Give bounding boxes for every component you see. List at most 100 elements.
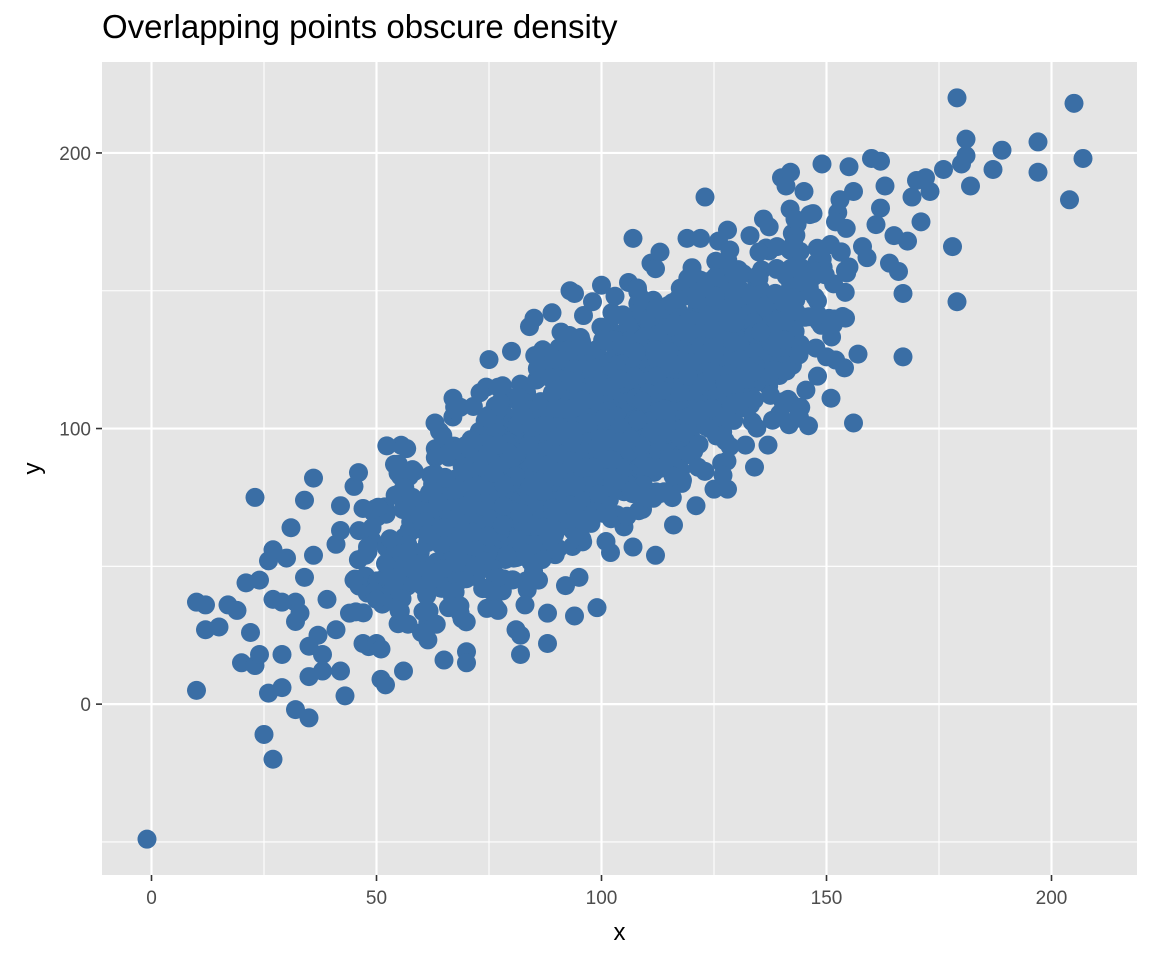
scatter-point [871, 151, 890, 171]
scatter-point [717, 451, 737, 471]
scatter-point [313, 661, 332, 681]
scatter-point [808, 305, 828, 325]
scatter-point [817, 347, 836, 367]
scatter-point [362, 518, 382, 538]
scatter-point [371, 639, 391, 659]
scatter-point [467, 476, 487, 496]
scatter-point [488, 600, 508, 620]
scatter-point [331, 496, 350, 516]
scatter-point [1073, 148, 1093, 168]
scatter-point [785, 209, 805, 229]
scatter-point [272, 678, 292, 698]
scatter-point [866, 215, 886, 235]
scatter-point [605, 286, 625, 306]
x-tick-label: 0 [146, 888, 157, 909]
scatter-point [513, 504, 533, 524]
scatter-point [751, 322, 771, 342]
scatter-point [344, 570, 364, 590]
scatter-point [524, 308, 544, 328]
scatter-point [1060, 190, 1079, 210]
scatter-point [578, 413, 598, 433]
scatter-point [698, 306, 718, 326]
scatter-point [781, 162, 800, 182]
scatter-point [603, 467, 623, 487]
scatter-point [227, 600, 247, 620]
x-tick-label: 100 [586, 888, 618, 909]
scatter-point [628, 278, 647, 298]
scatter-point [326, 620, 346, 640]
scatter-point [786, 301, 806, 321]
scatter-point [595, 408, 615, 428]
scatter-point [668, 289, 688, 309]
scatter-point [589, 484, 609, 504]
scatter-point [675, 423, 695, 443]
scatter-point [794, 182, 814, 202]
scatter-point [767, 285, 787, 305]
scatter-point [397, 542, 417, 562]
scatter-point [573, 390, 593, 410]
scatter-point [747, 418, 767, 438]
scatter-point [502, 341, 521, 361]
x-tick-label: 200 [1036, 888, 1068, 909]
scatter-point [304, 545, 323, 565]
scatter-point [569, 509, 589, 529]
scatter-point [613, 305, 633, 325]
scatter-point [591, 428, 611, 448]
scatter-point [137, 829, 157, 849]
scatter-point [513, 405, 533, 425]
scatter-point [623, 537, 643, 557]
scatter-point [391, 435, 411, 455]
scatter-point [511, 645, 530, 665]
scatter-point [911, 212, 931, 232]
scatter-point [367, 589, 386, 609]
scatter-point [349, 463, 368, 483]
scatter-point [1064, 93, 1084, 113]
scatter-point [730, 349, 750, 369]
scatter-point [475, 578, 494, 598]
scatter-point [592, 275, 611, 295]
scatter-point [956, 146, 976, 166]
scatter-point [446, 553, 466, 573]
scatter-point [479, 350, 499, 370]
scatter-point [680, 353, 700, 373]
scatter-point [503, 570, 523, 590]
scatter-point [385, 454, 404, 474]
scatter-point [245, 487, 265, 507]
scatter-point [947, 292, 967, 312]
scatter-point [637, 487, 656, 507]
scatter-point [794, 271, 814, 291]
scatter-point [583, 292, 602, 312]
scatter-point [755, 297, 775, 317]
scatter-point [529, 570, 548, 590]
scatter-point [377, 436, 397, 456]
scatter-point [704, 479, 724, 499]
y-axis-title: y [19, 463, 46, 475]
scatter-point [920, 182, 940, 202]
scatter-point [902, 187, 922, 207]
x-tick-label: 50 [366, 888, 387, 909]
scatter-point [758, 435, 778, 455]
scatter-point [563, 420, 583, 440]
scatter-point [789, 345, 809, 365]
scatter-point [574, 306, 593, 326]
scatter-point [353, 603, 373, 623]
scatter-point [691, 228, 710, 248]
scatter-point [727, 264, 746, 284]
scatter-point [272, 592, 292, 612]
scatter-point [875, 176, 895, 196]
scatter-point [647, 366, 667, 386]
scatter-point [353, 634, 373, 654]
scatter-point [532, 481, 552, 501]
scatter-point [403, 487, 422, 507]
scatter-point [241, 622, 260, 642]
scatter-point [947, 88, 967, 108]
scatter-point [299, 708, 319, 728]
scatter-point [610, 432, 629, 452]
scatter-point [821, 388, 841, 408]
scatter-point [664, 515, 683, 535]
scatter-point [659, 341, 679, 361]
y-tick-label: 200 [59, 144, 91, 165]
scatter-point [187, 680, 206, 700]
scatter-point [494, 496, 514, 516]
scatter-point [421, 570, 440, 590]
